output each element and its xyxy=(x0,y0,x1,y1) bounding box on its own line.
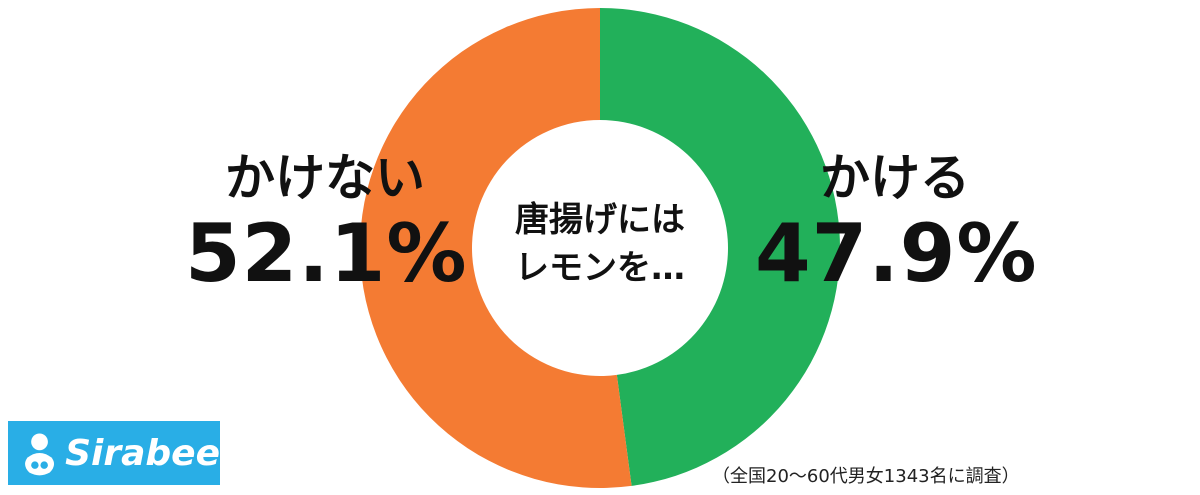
donut-center-question: 唐揚げには レモンを… xyxy=(480,196,720,292)
slice-name-kakeru: かける xyxy=(820,149,970,207)
slice-label-kakenai: かけない 52.1% xyxy=(185,148,468,300)
center-line-2: レモンを… xyxy=(515,248,685,288)
sirabee-mark-icon xyxy=(25,433,55,476)
slice-value-kakeru: 47.9% xyxy=(755,207,1038,300)
slice-name-kakenai: かけない xyxy=(225,149,425,207)
survey-footnote: （全国20～60代男女1343名に調査） xyxy=(712,466,1020,487)
sirabee-logo: Sirabee xyxy=(8,421,220,485)
pie-slice-kakeru xyxy=(600,8,841,486)
sirabee-logo-text: Sirabee xyxy=(65,432,220,474)
slice-label-kakeru: かける 47.9% xyxy=(755,148,1038,300)
center-line-1: 唐揚げには xyxy=(515,200,685,240)
slice-value-kakenai: 52.1% xyxy=(185,207,468,300)
pie-slice-kakenai xyxy=(360,8,632,488)
